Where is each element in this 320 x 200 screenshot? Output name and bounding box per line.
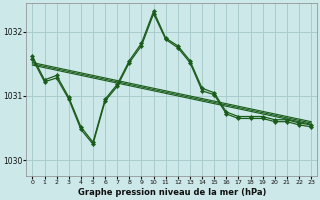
X-axis label: Graphe pression niveau de la mer (hPa): Graphe pression niveau de la mer (hPa) bbox=[77, 188, 266, 197]
